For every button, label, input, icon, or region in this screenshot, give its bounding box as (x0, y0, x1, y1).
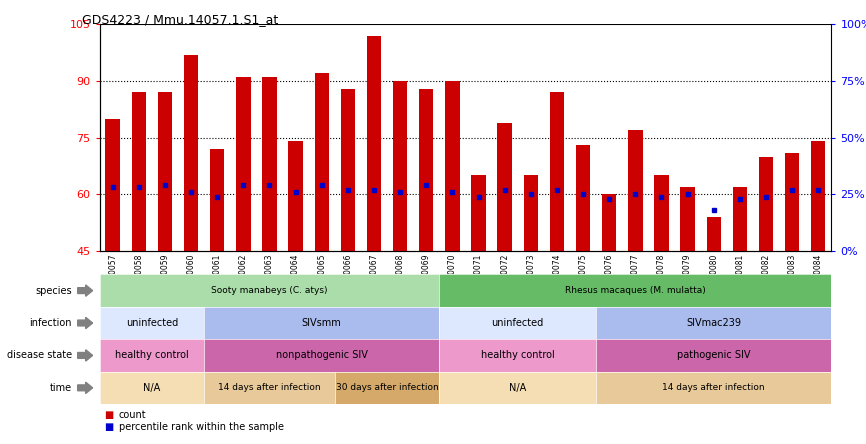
Bar (602, 194, 617, 251)
Bar (628, 130, 643, 251)
Text: 30 days after infection: 30 days after infection (336, 383, 438, 392)
Text: time: time (49, 383, 72, 393)
FancyArrow shape (78, 382, 93, 393)
Text: GDS4223 / Mmu.14057.1.S1_at: GDS4223 / Mmu.14057.1.S1_at (82, 13, 279, 26)
Text: uninfected: uninfected (126, 318, 178, 328)
Bar (681, 187, 695, 251)
Text: nonpathogenic SIV: nonpathogenic SIV (275, 350, 368, 361)
Bar (367, 36, 381, 251)
FancyArrow shape (78, 317, 93, 329)
Bar (106, 119, 120, 251)
Bar (733, 187, 747, 251)
Bar (314, 74, 329, 251)
Bar (236, 77, 250, 251)
Text: SIVsmm: SIVsmm (302, 318, 341, 328)
Text: 14 days after infection: 14 days after infection (218, 383, 320, 392)
Bar (210, 149, 224, 251)
Bar (158, 92, 172, 251)
Bar (445, 81, 460, 251)
Bar (811, 142, 825, 251)
Bar (524, 175, 538, 251)
Text: N/A: N/A (143, 383, 160, 393)
Bar (419, 89, 434, 251)
Text: ■: ■ (104, 410, 113, 420)
Bar (132, 92, 146, 251)
Text: pathogenic SIV: pathogenic SIV (677, 350, 751, 361)
Bar (655, 175, 669, 251)
Text: healthy control: healthy control (481, 350, 554, 361)
Text: SIVmac239: SIVmac239 (686, 318, 741, 328)
Bar (759, 157, 773, 251)
Bar (497, 123, 512, 251)
Bar (393, 81, 407, 251)
Text: N/A: N/A (509, 383, 527, 393)
Text: ■: ■ (104, 422, 113, 432)
Bar (262, 77, 276, 251)
Bar (471, 175, 486, 251)
Text: healthy control: healthy control (115, 350, 189, 361)
Text: Sooty manabeys (C. atys): Sooty manabeys (C. atys) (211, 286, 327, 295)
FancyArrow shape (78, 285, 93, 296)
Bar (550, 92, 564, 251)
Bar (576, 145, 591, 251)
Text: count: count (119, 410, 146, 420)
Text: disease state: disease state (7, 350, 72, 361)
Bar (288, 142, 303, 251)
Text: 14 days after infection: 14 days after infection (662, 383, 765, 392)
Text: infection: infection (29, 318, 72, 328)
Text: uninfected: uninfected (492, 318, 544, 328)
Bar (707, 217, 721, 251)
Text: Rhesus macaques (M. mulatta): Rhesus macaques (M. mulatta) (565, 286, 706, 295)
Bar (340, 89, 355, 251)
Bar (184, 55, 198, 251)
Text: percentile rank within the sample: percentile rank within the sample (119, 422, 284, 432)
FancyArrow shape (78, 350, 93, 361)
Bar (785, 153, 799, 251)
Text: species: species (36, 285, 72, 296)
